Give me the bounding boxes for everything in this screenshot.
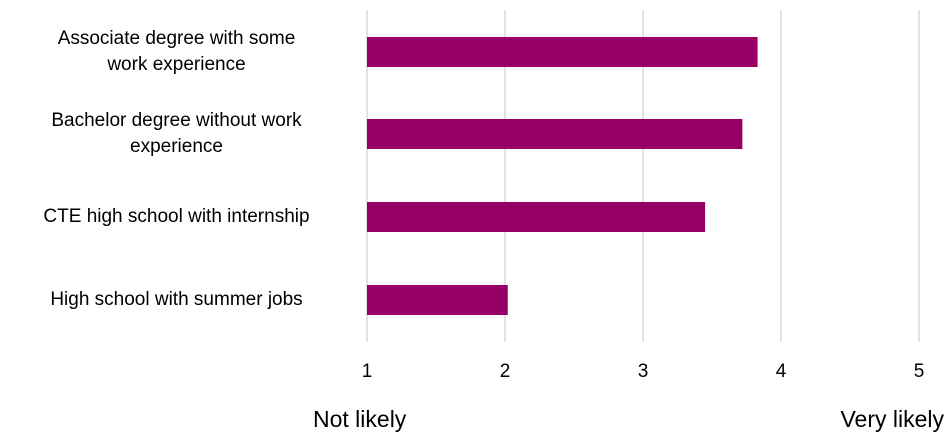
x-tick-label: 1 [362, 361, 373, 382]
category-label: Bachelor degree without work experience [51, 110, 302, 157]
bar [367, 285, 508, 315]
scale-anchor-high: Very likely [840, 406, 944, 432]
x-tick-label: 4 [776, 361, 787, 382]
bar [367, 202, 706, 232]
scale-anchor-low: Not likely [313, 406, 407, 432]
x-tick-labels: 1 2 3 4 5 [362, 361, 925, 382]
bar [367, 119, 743, 149]
bar [367, 37, 758, 67]
bars [367, 37, 758, 315]
category-label: CTE high school with internship [43, 206, 310, 227]
x-tick-label: 2 [500, 361, 511, 382]
category-label: Associate degree with some work experienc… [57, 28, 296, 75]
x-tick-label: 5 [914, 361, 925, 382]
category-label: High school with summer jobs [50, 289, 303, 310]
x-tick-label: 3 [638, 361, 649, 382]
